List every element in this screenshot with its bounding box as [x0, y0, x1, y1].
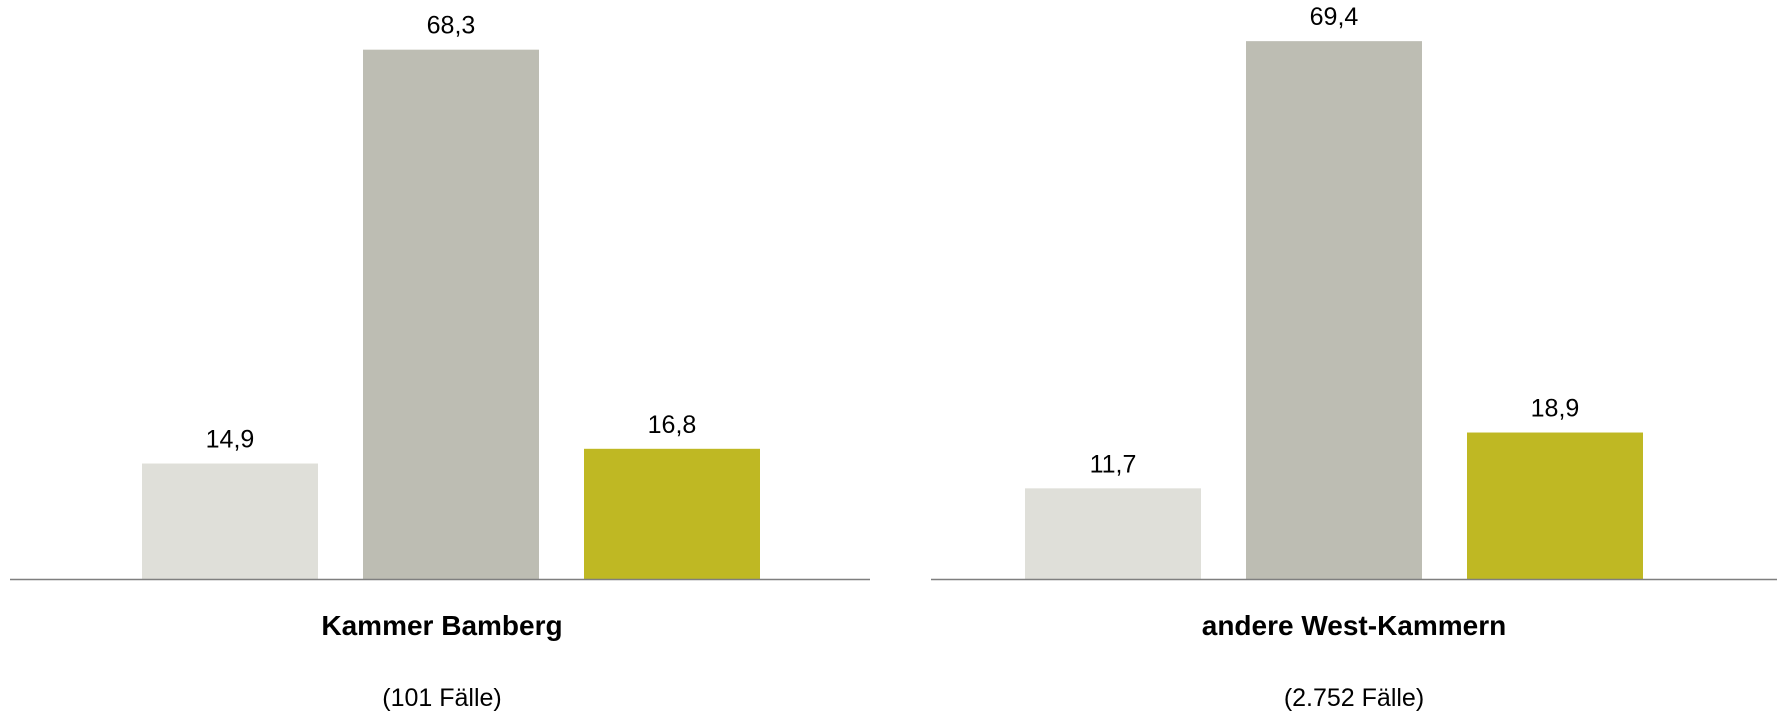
chart-panel-2: 11,7 69,4 18,9 andere West-Kammern (2.752 Fä…: [931, 3, 1777, 712]
group-subtitle-2: (2.752 Fälle): [1284, 684, 1424, 712]
data-label-1-2: 68,3: [427, 12, 476, 40]
bar-2-1: [1025, 488, 1201, 579]
data-label-2-3: 18,9: [1531, 395, 1580, 423]
bar-1-2: [363, 49, 539, 580]
data-label-2-1: 11,7: [1090, 450, 1137, 478]
data-label-1-3: 16,8: [648, 411, 697, 439]
data-label-1-1: 14,9: [206, 426, 255, 454]
group-subtitle-1: (101 Fälle): [382, 684, 502, 712]
group-title-2: andere West-Kammern: [1202, 610, 1506, 641]
bar-2-3: [1467, 432, 1643, 579]
bar-1-3: [584, 448, 760, 579]
data-label-2-2: 69,4: [1310, 3, 1359, 31]
chart-panels: 14,9 68,3 16,8 Kammer Bamberg (101 Fälle) 11,…: [10, 3, 1777, 712]
group-title-1: Kammer Bamberg: [321, 610, 562, 641]
bar-2-2: [1246, 41, 1422, 579]
bar-1-1: [142, 463, 318, 579]
chart-panel-1: 14,9 68,3 16,8 Kammer Bamberg (101 Fälle): [10, 12, 870, 712]
